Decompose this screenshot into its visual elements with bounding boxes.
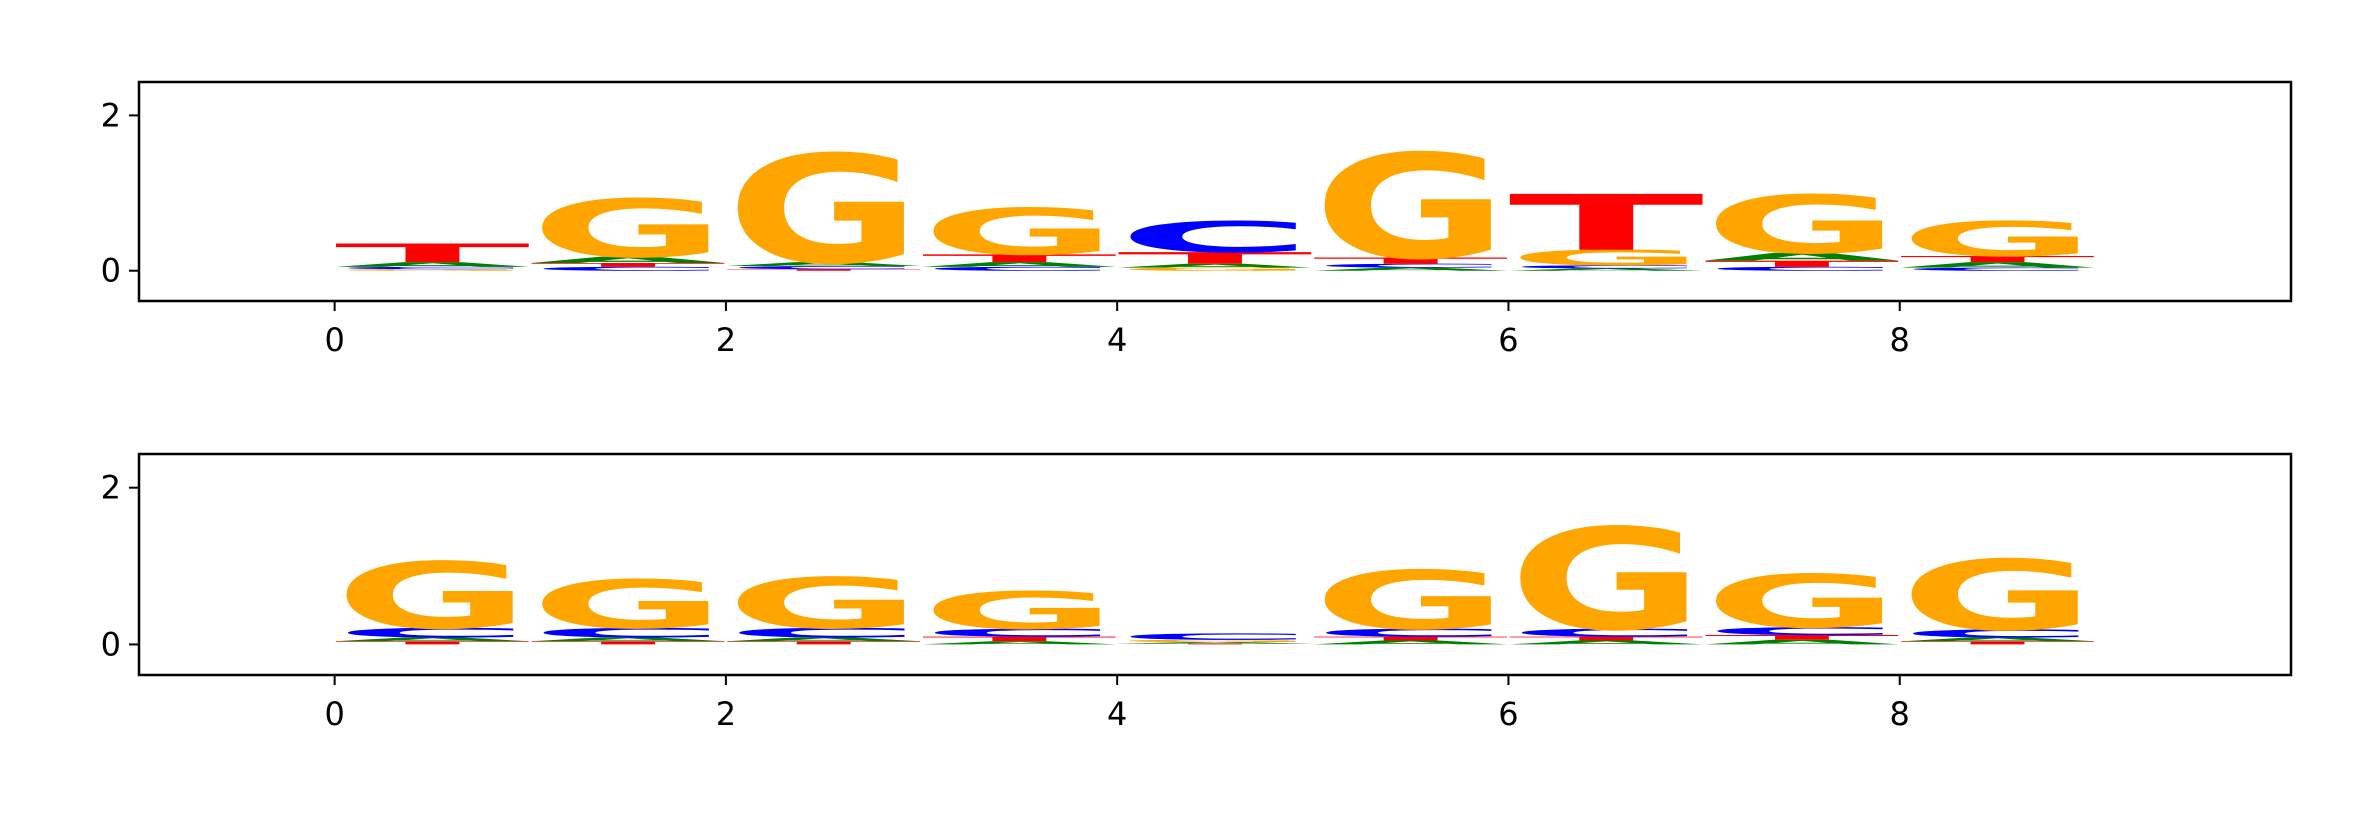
- letter-glyph: C: [530, 266, 726, 272]
- letter-glyph: G: [1313, 554, 1509, 648]
- letter-glyph: C: [1900, 267, 2096, 272]
- letter-glyph: G: [530, 567, 726, 644]
- letter-glyph: A: [1704, 251, 1900, 263]
- letter-glyph: G: [1117, 267, 1313, 272]
- x-tick-label: 0: [324, 321, 344, 359]
- letter-glyph: C: [1508, 264, 1704, 269]
- y-tick-label: 2: [101, 469, 121, 507]
- letter-glyph: C: [1117, 213, 1313, 263]
- letter-glyph: T: [1704, 259, 1900, 269]
- letter-glyph: C: [1900, 627, 2096, 639]
- x-tick-label: 6: [1498, 321, 1518, 359]
- letter-glyph: A: [1704, 638, 1900, 646]
- letter-glyph: T: [1313, 256, 1509, 266]
- y-tick-label: 0: [101, 252, 121, 290]
- letter-glyph: C: [1704, 625, 1900, 637]
- letter-glyph: A: [1900, 261, 2096, 270]
- letter-glyph: A: [530, 636, 726, 642]
- letter-glyph: G: [726, 123, 922, 297]
- x-tick-label: 8: [1890, 321, 1910, 359]
- letter-glyph: A: [1313, 639, 1509, 645]
- axes-frame: [137, 80, 2293, 303]
- letter-glyph: G: [922, 195, 1118, 269]
- letter-glyph: C: [726, 265, 922, 270]
- letter-glyph: C: [1117, 632, 1313, 642]
- letter-glyph: G: [335, 543, 531, 650]
- letter-glyph: A: [1117, 642, 1313, 645]
- letter-glyph: G: [1704, 559, 1900, 644]
- letter-glyph: C: [335, 625, 531, 640]
- letter-glyph: T: [335, 640, 531, 645]
- letter-glyph: T: [1508, 178, 1704, 268]
- letter-glyph: C: [1313, 263, 1509, 269]
- letter-glyph: A: [922, 640, 1118, 645]
- letter-glyph: A: [1508, 639, 1704, 645]
- letter-glyph: T: [922, 635, 1118, 643]
- letter-glyph: C: [1508, 627, 1704, 639]
- letter-glyph: A: [335, 261, 531, 268]
- x-tick-label: 6: [1498, 695, 1518, 733]
- letter-glyph: G: [530, 183, 726, 276]
- letter-glyph: G: [1313, 125, 1509, 292]
- x-tick-label: 8: [1890, 695, 1910, 733]
- x-tick-label: 2: [716, 321, 736, 359]
- letter-glyph: C: [922, 266, 1118, 272]
- letter-glyph: C: [1704, 266, 1900, 272]
- x-tick-label: 4: [1107, 695, 1127, 733]
- x-tick-label: 0: [324, 695, 344, 733]
- letter-glyph: C: [1313, 627, 1509, 639]
- x-tick-label: 2: [716, 695, 736, 733]
- letter-glyph: C: [726, 625, 922, 640]
- letter-glyph: T: [1900, 254, 2096, 264]
- axes-frame: [137, 452, 2293, 677]
- letter-glyph: C: [922, 627, 1118, 639]
- letter-glyph: T: [530, 262, 726, 268]
- letter-glyph: G: [1900, 540, 2096, 653]
- letter-glyph: A: [530, 255, 726, 265]
- letter-glyph: T: [1704, 634, 1900, 642]
- letter-glyph: T: [1900, 640, 2096, 645]
- letter-glyph: T: [530, 640, 726, 645]
- letter-glyph: A: [922, 261, 1118, 268]
- y-tick-label: 0: [101, 625, 121, 663]
- letter-glyph: G: [922, 581, 1118, 641]
- letter-glyph: T: [726, 640, 922, 645]
- letter-glyph: T: [1508, 636, 1704, 642]
- letter-glyph: A: [726, 261, 922, 267]
- letter-glyph: T: [922, 252, 1118, 264]
- letter-glyph: T: [1313, 636, 1509, 642]
- letter-glyph: A: [1117, 263, 1313, 269]
- letter-glyph: T: [1117, 643, 1313, 644]
- letter-glyph: G: [1117, 639, 1313, 643]
- letter-glyph: C: [335, 266, 531, 270]
- letter-glyph: G: [1508, 500, 1704, 662]
- letter-glyph: A: [1313, 267, 1509, 272]
- letter-glyph: A: [1900, 636, 2096, 642]
- letter-glyph: C: [530, 625, 726, 640]
- letter-glyph: G: [1900, 211, 2096, 267]
- letter-glyph: G: [726, 564, 922, 645]
- x-tick-label: 4: [1107, 321, 1127, 359]
- letter-glyph: T: [335, 239, 531, 269]
- letter-glyph: T: [1117, 249, 1313, 268]
- letter-glyph: G: [335, 269, 531, 271]
- y-tick-label: 2: [101, 96, 121, 134]
- letter-glyph: A: [726, 636, 922, 642]
- letter-glyph: A: [335, 636, 531, 642]
- letter-glyph: G: [1704, 179, 1900, 272]
- letter-glyph: A: [1508, 268, 1704, 272]
- letter-glyph: T: [726, 269, 922, 271]
- letter-glyph: G: [1508, 246, 1704, 271]
